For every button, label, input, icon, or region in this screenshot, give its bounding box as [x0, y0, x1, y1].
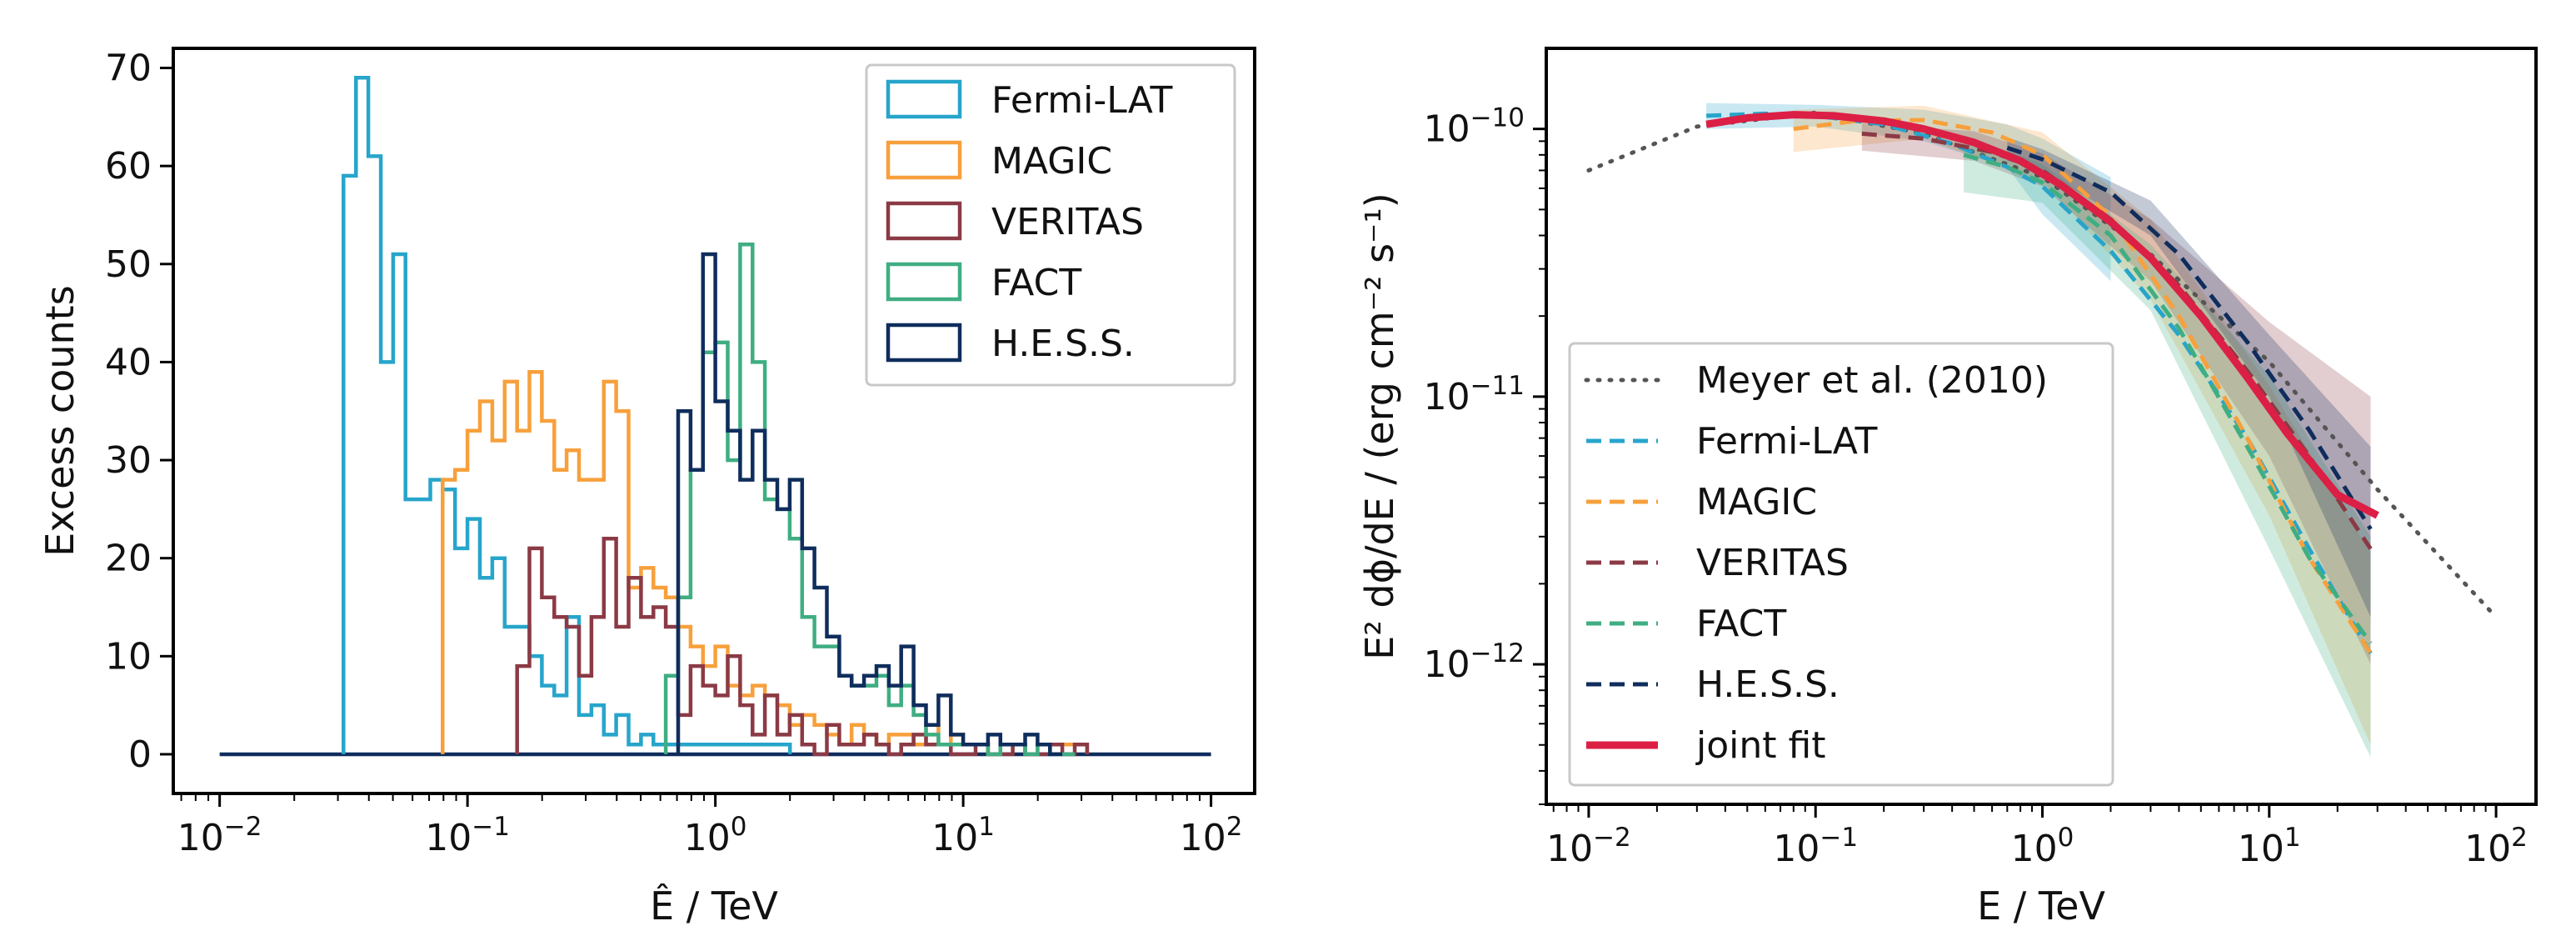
y-tick-label: 60	[105, 145, 152, 188]
band-magic	[1793, 105, 2371, 745]
y-tick-label: 10−12	[1424, 638, 1525, 686]
y-tick-label: 40	[105, 341, 152, 383]
y-tick-label: 30	[105, 439, 152, 482]
x-tick-label: 101	[2238, 823, 2301, 870]
y-axis-label: E² dϕ/dE / (erg cm⁻² s⁻¹)	[1357, 193, 1402, 659]
legend-label: VERITAS	[991, 201, 1144, 243]
legend-swatch	[886, 323, 962, 363]
legend-swatch	[886, 79, 962, 119]
y-axis-label: Excess counts	[37, 285, 82, 556]
y-tick-label: 0	[128, 733, 152, 776]
x-tick-label: 10−2	[177, 812, 262, 859]
legend-label: FACT	[1696, 603, 1786, 645]
y-tick-label: 20	[105, 538, 152, 580]
histogram-frame	[172, 47, 1256, 795]
legend-label: Fermi-LAT	[991, 79, 1172, 122]
x-tick-label: 101	[931, 812, 995, 859]
x-tick-label: 102	[2464, 823, 2528, 870]
histogram-legend: Fermi-LAT MAGIC VERITAS FACT H.E.S.S.	[865, 63, 1236, 387]
x-tick-label: 10−1	[1773, 823, 1858, 870]
y-tick-label: 10	[105, 635, 152, 678]
x-tick-label: 10−1	[425, 812, 510, 859]
line-fact	[1963, 153, 2373, 645]
y-tick-label: 10−10	[1424, 103, 1525, 151]
x-tick-label: 100	[684, 812, 747, 859]
legend-label: VERITAS	[1696, 542, 1849, 584]
legend-label: Meyer et al. (2010)	[1696, 359, 2048, 402]
legend-swatch	[886, 140, 962, 180]
x-tick-label: 102	[1180, 812, 1243, 859]
y-tick-label: 70	[105, 48, 152, 90]
legend-swatch	[886, 201, 962, 241]
y-tick-label: 50	[105, 243, 152, 286]
line-hess	[2006, 146, 2373, 531]
line-jointfit	[1705, 111, 2379, 519]
x-tick-label: 10−2	[1546, 823, 1631, 870]
legend-label: H.E.S.S.	[991, 323, 1135, 365]
legend-label: joint fit	[1695, 724, 1825, 767]
line-meyeretal2010	[1586, 110, 2499, 619]
x-tick-label: 100	[2011, 823, 2074, 870]
legend-label: MAGIC	[991, 140, 1112, 183]
sed-legend: Meyer et al. (2010) Fermi-LAT MAGIC VERITAS…	[1568, 342, 2114, 787]
legend-swatch	[886, 262, 962, 302]
legend-label: Fermi-LAT	[1696, 420, 1877, 463]
x-axis-label: Ê / TeV	[650, 883, 778, 928]
x-axis-label: E / TeV	[1977, 883, 2105, 928]
legend-label: FACT	[991, 262, 1081, 304]
legend-label: MAGIC	[1696, 481, 1817, 523]
y-tick-label: 10−11	[1424, 371, 1525, 418]
hist-hess-series	[676, 252, 1063, 757]
hist-fermilat-series	[342, 76, 792, 754]
band-fact	[1964, 134, 2371, 758]
sed-panel: 10−2 10−1 100 101 102 10−10 10−11 10−12 E / TeV E…	[1357, 47, 2538, 928]
legend-box	[1568, 342, 2114, 787]
band-hess	[2007, 137, 2371, 618]
legend-label: H.E.S.S.	[1696, 663, 1840, 706]
